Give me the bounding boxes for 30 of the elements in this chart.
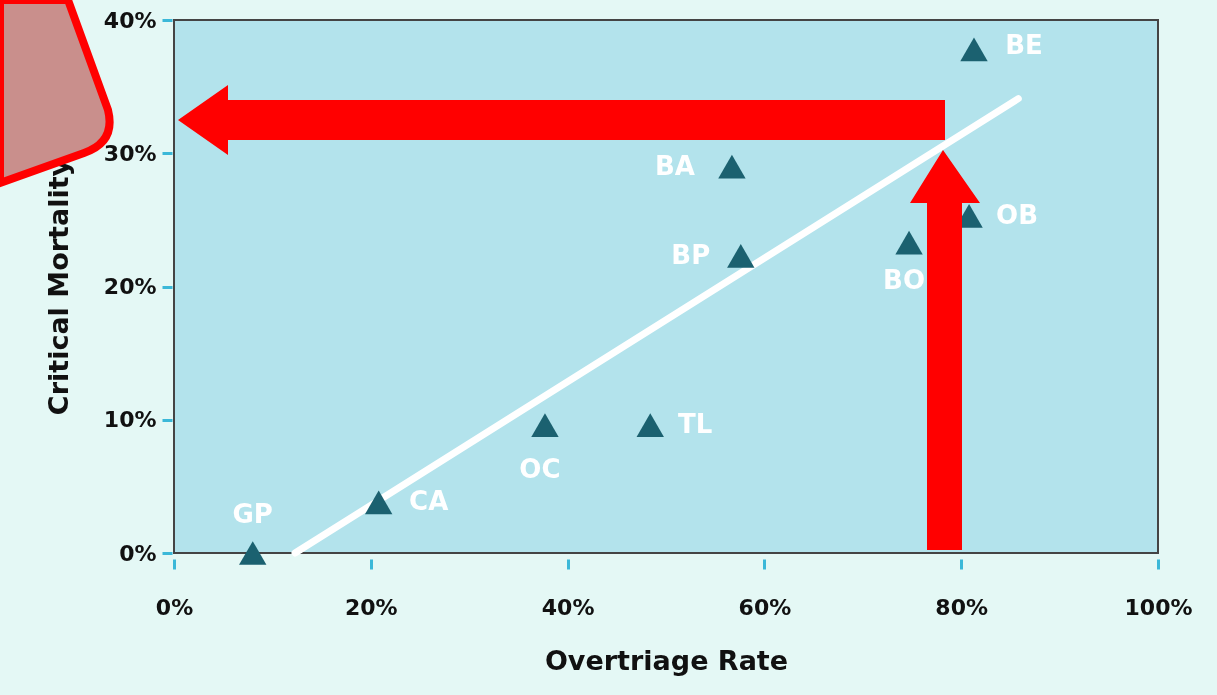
y-axis-title: Critical Mortality	[42, 158, 74, 416]
y-tick-label: 30%	[103, 140, 157, 166]
data-label: TL	[678, 409, 713, 440]
y-tick-label: 40%	[103, 7, 157, 33]
point	[718, 154, 746, 179]
point	[960, 37, 988, 62]
point	[239, 541, 267, 565]
x-axis-title: Overtriage Rate	[544, 644, 789, 676]
point	[727, 243, 755, 268]
y-tick-label: 10%	[103, 407, 157, 433]
data-label: BA	[654, 150, 695, 181]
point	[895, 230, 923, 255]
data-label: OC	[519, 454, 561, 485]
data-label: GP	[232, 499, 273, 529]
x-tick-label: 20%	[344, 594, 398, 620]
point	[364, 490, 393, 515]
point	[531, 413, 559, 437]
y-tick-label: 0%	[119, 540, 157, 566]
x-tick-label: 60%	[738, 594, 792, 620]
y-tick-label: 20%	[103, 274, 157, 299]
x-tick-label: 80%	[935, 594, 989, 620]
data-label: OB	[996, 199, 1039, 230]
data-label: BO	[883, 264, 926, 295]
x-tick-label: 0%	[155, 594, 194, 620]
data-label: BP	[671, 239, 711, 270]
x-tick-label: 40%	[541, 594, 595, 620]
point	[636, 413, 664, 437]
x-tick-label: 100%	[1124, 594, 1193, 620]
data-label: CA	[409, 486, 449, 517]
data-label: BE	[1005, 30, 1043, 61]
